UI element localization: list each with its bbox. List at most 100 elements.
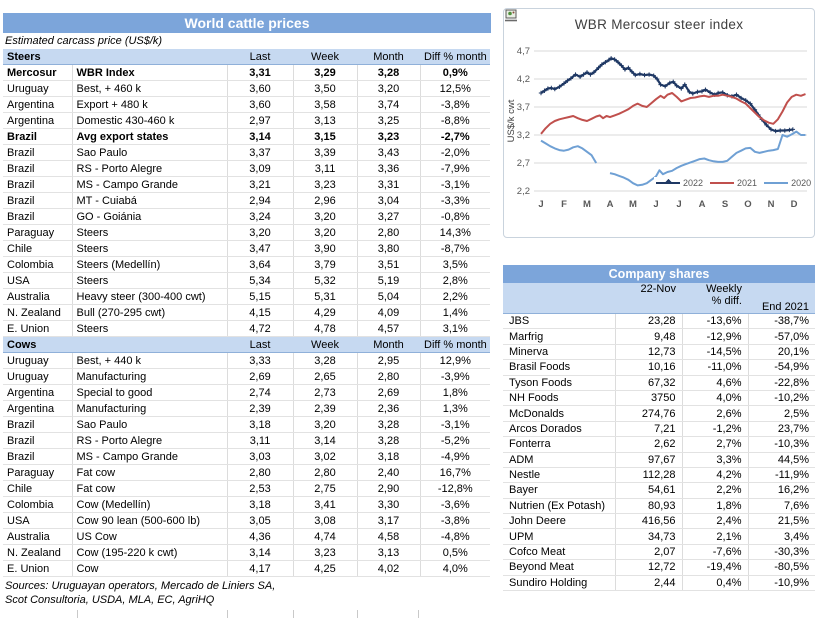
cell-last: 3,18 bbox=[227, 496, 294, 513]
cell-desc: Heavy steer (300-400 cwt) bbox=[72, 288, 228, 305]
cell-last: 3,14 bbox=[227, 544, 294, 561]
cell-company-name: Cofco Meat bbox=[503, 544, 616, 561]
cell-diff: -4,9% bbox=[420, 448, 491, 465]
cell-desc: Special to good bbox=[72, 384, 228, 401]
cell-end-2021: 7,6% bbox=[748, 498, 816, 515]
section-name: Steers bbox=[3, 49, 228, 65]
cell-weekly-diff: -7,6% bbox=[682, 544, 749, 561]
table-row: John Deere 416,56 2,4% 21,5% bbox=[503, 513, 816, 530]
cell-last: 2,53 bbox=[227, 480, 294, 497]
cell-country: Brazil bbox=[3, 192, 73, 209]
table-row: ADM 97,67 3,3% 44,5% bbox=[503, 452, 816, 468]
cell-country: N. Zealand bbox=[3, 304, 73, 321]
cell-month: 3,30 bbox=[357, 496, 421, 513]
company-shares-panel: Company shares 22-Nov Weekly % diff. End… bbox=[503, 265, 816, 592]
series-line-2020 bbox=[540, 130, 806, 187]
table-row: Brazil Sao Paulo 3,37 3,39 3,43 -2,0% bbox=[3, 144, 491, 161]
column-header: Week bbox=[293, 49, 358, 65]
cell-end-2021: 23,7% bbox=[748, 421, 816, 438]
cell-desc: Cow (195-220 k cwt) bbox=[72, 544, 228, 561]
cell-week: 3,39 bbox=[293, 144, 358, 161]
series-marker bbox=[651, 73, 656, 78]
cell-company-name: UPM bbox=[503, 528, 616, 545]
cell-week: 4,29 bbox=[293, 304, 358, 321]
cell-week: 3,50 bbox=[293, 80, 358, 97]
table-row: Paraguay Fat cow 2,80 2,80 2,40 16,7% bbox=[3, 464, 491, 481]
cell-diff: 1,3% bbox=[420, 400, 491, 417]
cell-diff: -12,8% bbox=[420, 480, 491, 497]
series-marker bbox=[782, 128, 787, 133]
series-marker bbox=[768, 127, 774, 132]
table-row: N. Zealand Bull (270-295 cwt) 4,15 4,29 4,09… bbox=[3, 304, 491, 321]
table-row: JBS 23,28 -13,6% -38,7% bbox=[503, 313, 816, 330]
cell-last: 2,94 bbox=[227, 192, 294, 209]
cell-month: 3,51 bbox=[357, 256, 421, 273]
cell-company-name: Nutrien (Ex Potash) bbox=[503, 498, 616, 515]
cell-last: 3,21 bbox=[227, 176, 294, 193]
embedded-object-icon[interactable] bbox=[504, 9, 518, 22]
cell-month: 2,90 bbox=[357, 480, 421, 497]
cell-month: 2,36 bbox=[357, 400, 421, 417]
cell-last: 3,20 bbox=[227, 224, 294, 241]
cell-month: 4,58 bbox=[357, 528, 421, 545]
table-row: Argentina Manufacturing 2,39 2,39 2,36 1,3% bbox=[3, 400, 491, 417]
cell-month: 3,27 bbox=[357, 208, 421, 225]
cell-desc: Manufacturing bbox=[72, 400, 228, 417]
cell-desc: Fat cow bbox=[72, 464, 228, 481]
chart-title: WBR Mercosur steer index bbox=[574, 17, 744, 32]
cell-price: 34,73 bbox=[615, 528, 683, 545]
company-col-end2021: End 2021 bbox=[748, 283, 816, 314]
cell-diff: -3,8% bbox=[420, 96, 491, 113]
cell-country: Mercosur bbox=[3, 64, 73, 81]
sources-line-1: Sources: Uruguayan operators, Mercado de… bbox=[5, 580, 276, 592]
cell-last: 3,03 bbox=[227, 448, 294, 465]
cell-week: 3,41 bbox=[293, 496, 358, 513]
series-marker bbox=[738, 95, 744, 101]
cell-month: 3,28 bbox=[357, 416, 421, 433]
cell-diff: -2,7% bbox=[420, 128, 491, 145]
y-tick-label: 3,2 bbox=[517, 130, 530, 141]
series-marker bbox=[626, 65, 631, 70]
table-row: Brazil Sao Paulo 3,18 3,20 3,28 -3,1% bbox=[3, 416, 491, 433]
series-marker bbox=[667, 80, 672, 86]
column-header: Month bbox=[357, 49, 421, 65]
cell-country: N. Zealand bbox=[3, 544, 73, 561]
cell-last: 3,37 bbox=[227, 144, 294, 161]
company-col-blank bbox=[503, 283, 615, 314]
series-marker bbox=[687, 89, 692, 95]
cell-country: Argentina bbox=[3, 384, 73, 401]
cell-weekly-diff: -14,5% bbox=[682, 344, 749, 361]
cell-price: 80,93 bbox=[615, 498, 683, 515]
x-tick-label: D bbox=[791, 199, 798, 210]
cell-end-2021: -10,3% bbox=[748, 436, 816, 453]
cell-end-2021: 2,5% bbox=[748, 405, 816, 422]
series-marker bbox=[581, 72, 586, 77]
cell-price: 2,44 bbox=[615, 575, 683, 592]
cell-end-2021: -57,0% bbox=[748, 328, 816, 345]
cell-diff: 14,3% bbox=[420, 224, 491, 241]
cell-weekly-diff: 2,7% bbox=[682, 436, 749, 453]
cell-week: 3,11 bbox=[293, 160, 358, 177]
series-marker bbox=[552, 86, 557, 92]
section-name: Cows bbox=[3, 336, 228, 353]
legend-item-2020: 2020 bbox=[764, 178, 811, 188]
cell-diff: 2,2% bbox=[420, 288, 491, 305]
x-tick-label: M bbox=[629, 199, 637, 210]
cell-company-name: Marfrig bbox=[503, 328, 616, 345]
cell-diff: -3,8% bbox=[420, 512, 491, 529]
cell-price: 10,16 bbox=[615, 359, 683, 376]
cell-company-name: Brasil Foods bbox=[503, 359, 616, 376]
table-row: NH Foods 3750 4,0% -10,2% bbox=[503, 390, 816, 407]
y-tick-label: 3,7 bbox=[517, 102, 530, 113]
series-marker bbox=[734, 92, 739, 97]
series-marker bbox=[787, 127, 792, 133]
cell-company-name: JBS bbox=[503, 313, 616, 330]
cell-diff: 0,9% bbox=[420, 64, 491, 81]
x-tick-label: J bbox=[653, 199, 658, 210]
cell-week: 3,02 bbox=[293, 448, 358, 465]
cell-country: Paraguay bbox=[3, 224, 73, 241]
cell-last: 2,69 bbox=[227, 368, 294, 385]
cell-country: USA bbox=[3, 512, 73, 529]
cell-week: 2,75 bbox=[293, 480, 358, 497]
table-row: Argentina Special to good 2,74 2,73 2,69 1,8% bbox=[3, 384, 491, 401]
